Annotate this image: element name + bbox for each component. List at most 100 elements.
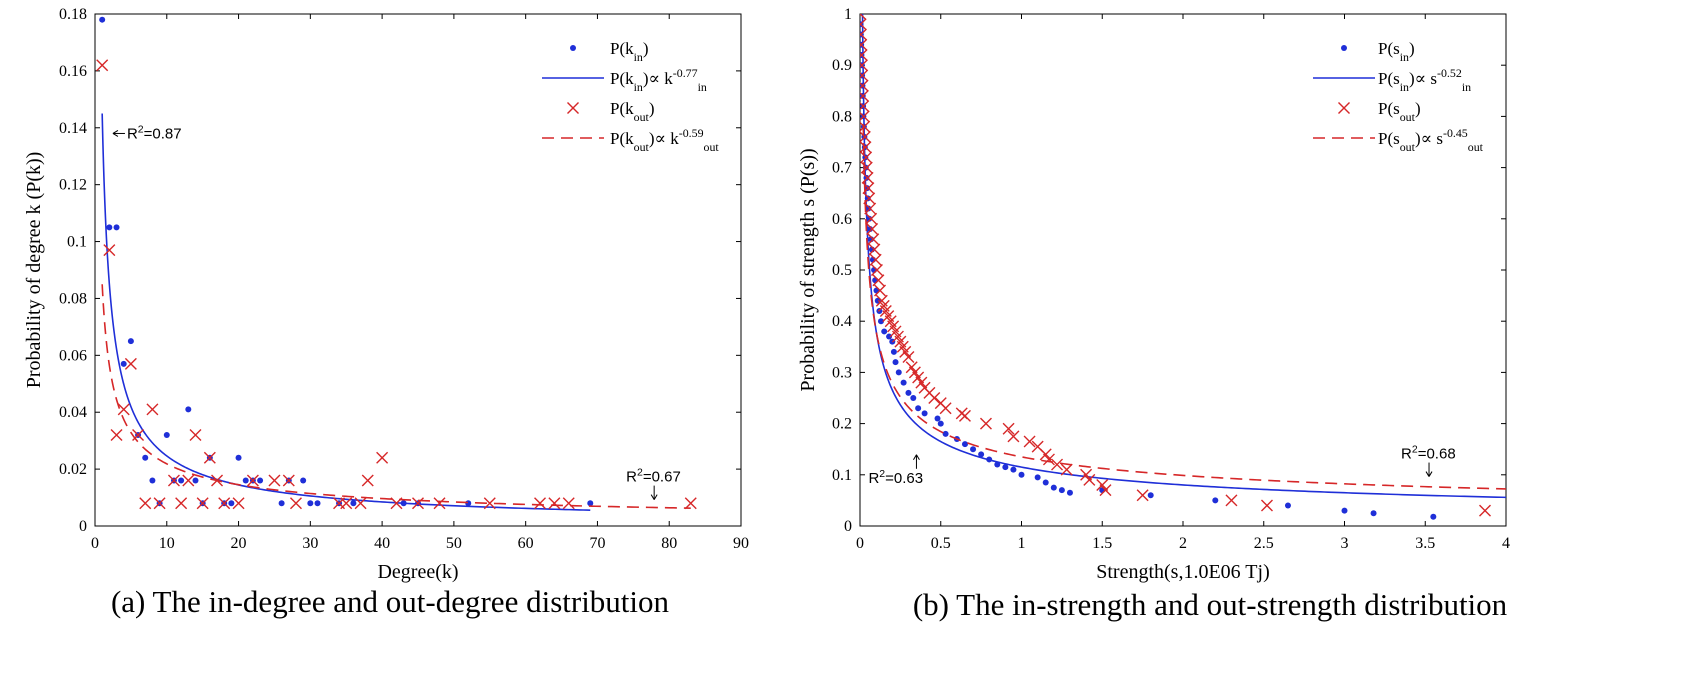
data-point-out [860, 100, 870, 113]
data-point-in [886, 333, 893, 340]
text-span: P(k [610, 129, 634, 148]
text-span: in [1400, 80, 1409, 94]
data-point-in [1018, 471, 1025, 478]
cross-stroke [562, 497, 575, 510]
cross-stroke [905, 361, 918, 374]
x-tick-label: 70 [589, 535, 605, 552]
cross-stroke [117, 403, 130, 416]
data-point-in [178, 477, 185, 484]
cross-stroke [867, 233, 880, 246]
text-span: R [626, 469, 637, 486]
fit-curve-out [101, 284, 691, 509]
data-point-out [860, 141, 872, 154]
legend-label: P(sin)∝ s-0.52in [1378, 66, 1471, 94]
data-point-out [860, 14, 867, 20]
data-point-out [860, 110, 870, 123]
chart-panel-a: 0 10 20 30 40 50 60 70 80 90 0 0.02 0.04 0.06 0.08 0.1 0… [23, 6, 749, 619]
r-squared-annotation: R2=0.87 [112, 123, 182, 142]
data-point-in [106, 224, 113, 231]
data-point-in [120, 360, 127, 367]
cross-stroke [894, 335, 907, 348]
data-point-in [185, 406, 192, 413]
cross-stroke [875, 294, 888, 307]
cross-stroke [282, 474, 295, 487]
data-point-out [915, 376, 928, 389]
x-tick-label: 40 [374, 535, 390, 552]
data-point-in [1147, 492, 1154, 499]
cross-stroke [958, 409, 971, 422]
data-point-out [902, 351, 915, 364]
y-tick-label: 0.2 [832, 416, 852, 433]
cross-stroke [1002, 422, 1015, 435]
data-point-in [937, 420, 944, 427]
text-span: 2 [879, 468, 885, 480]
x-tick-label: 60 [518, 535, 534, 552]
data-point-out [868, 243, 881, 256]
x-tick-label: 4 [1502, 535, 1510, 552]
cross-stroke [218, 497, 231, 510]
cross-stroke [1260, 499, 1273, 512]
cross-stroke [684, 497, 697, 510]
text-span: R [127, 125, 138, 142]
y-tick-label: 0.04 [59, 404, 87, 421]
text-span: ) [1409, 39, 1415, 58]
data-point-out [899, 345, 912, 358]
y-tick-label: 0.8 [832, 108, 852, 125]
data-point-out [562, 497, 575, 510]
y-tick-label: 1 [844, 6, 852, 23]
text-span: -0.45 [1443, 126, 1468, 140]
r-squared-label: R2=0.63 [868, 468, 923, 487]
cross-stroke [376, 451, 389, 464]
data-point-out [1060, 463, 1073, 476]
x-tick-label: 90 [733, 535, 749, 552]
cross-stroke [928, 392, 941, 404]
y-axis-label: Probability of degree k (P(k)) [23, 152, 45, 389]
data-point-out [1083, 473, 1096, 486]
data-point-out [203, 451, 216, 464]
data-point-out [1099, 484, 1112, 497]
data-point-in [228, 500, 235, 507]
cross-stroke [167, 474, 180, 487]
data-point-in [1058, 487, 1065, 494]
legend-label: P(sout)∝ s-0.45out [1378, 126, 1484, 154]
y-tick-label: 0.5 [832, 262, 852, 279]
cross-stroke [860, 100, 870, 111]
text-span: in [1400, 50, 1409, 64]
x-tick-label: 30 [302, 535, 318, 552]
cross-stroke [153, 497, 166, 510]
cross-stroke [939, 402, 952, 415]
data-point-out [958, 409, 971, 422]
data-point-out [939, 402, 952, 415]
cross-stroke [860, 18, 867, 26]
data-point-out [860, 48, 868, 61]
data-point-out [103, 244, 116, 257]
cross-stroke [860, 120, 871, 132]
cross-stroke [548, 497, 561, 510]
cross-stroke [1136, 489, 1149, 502]
data-point-out [1002, 422, 1015, 435]
cross-stroke [1060, 463, 1073, 476]
data-point-in [350, 500, 357, 507]
cross-stroke [979, 417, 992, 430]
plot-area [96, 16, 697, 511]
cross-stroke [139, 497, 152, 510]
cross-stroke [872, 274, 885, 287]
x-tick-label: 1 [1018, 535, 1026, 552]
data-point-out [867, 233, 880, 246]
data-point-in [307, 500, 314, 507]
cross-stroke [1039, 448, 1052, 461]
data-point-out [860, 59, 868, 72]
cross-stroke [1225, 494, 1238, 507]
data-point-in [465, 500, 472, 507]
data-point-out [361, 474, 374, 487]
cross-stroke [860, 28, 867, 37]
y-axis-label: Probability of strength s (P(s)) [797, 148, 819, 391]
data-point-out [548, 497, 561, 510]
data-point-in [895, 369, 902, 376]
data-point-in [1034, 474, 1041, 481]
data-point-out [132, 428, 145, 441]
panel-caption: (a) The in-degree and out-degree distrib… [111, 584, 670, 619]
data-point-in [934, 415, 941, 422]
legend-label: P(kin)∝ k-0.77in [610, 66, 707, 94]
